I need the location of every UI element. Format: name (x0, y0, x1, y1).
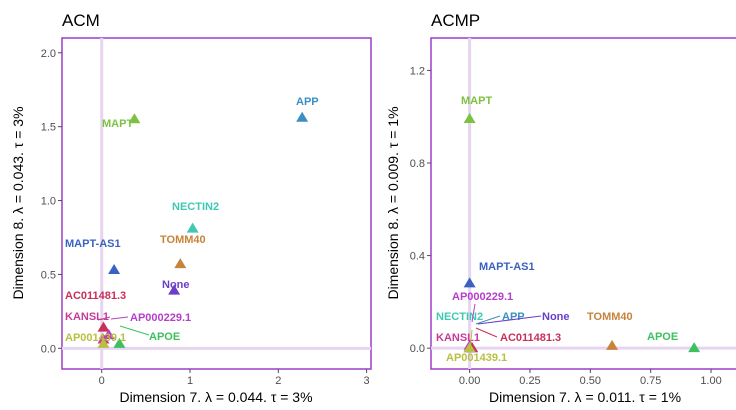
y-axis-label: Dimension 8. λ = 0.043. τ = 3% (10, 106, 26, 299)
point-label-tomm40: TOMM40 (587, 311, 633, 323)
x-tick-label: 1 (187, 375, 193, 387)
point-ap001439-1 (463, 342, 476, 353)
x-axis-label: Dimension 7. λ = 0.044. τ = 3% (119, 389, 312, 405)
point-apoe (688, 342, 701, 353)
point-apoe (113, 337, 126, 348)
point-label-mapt-as1: MAPT-AS1 (479, 261, 535, 273)
axis-ticks: 0.00 0.25 0.50 0.75 1.00 0.0 0.4 0.8 1.2 (410, 65, 722, 387)
y-tick-label: 1.2 (410, 65, 425, 77)
point-label-ac011481-3: AC011481.3 (65, 290, 126, 302)
zero-lines (62, 38, 371, 369)
label-leaders (97, 316, 150, 336)
point-labels: MAPT MAPT-AS1 AP000229.1 NECTIN2 APP Non… (436, 95, 678, 364)
point-label-none: None (162, 279, 190, 291)
y-tick-label: 1.0 (41, 196, 56, 208)
point-label-apoe: APOE (149, 331, 180, 343)
panel-title: ACMP (431, 11, 480, 30)
x-tick-label: 1.00 (700, 375, 721, 387)
axis-ticks: 0 1 2 3 0.0 0.5 1.0 1.5 2.0 (41, 48, 370, 387)
point-labels: APP MAPT NECTIN2 TOMM40 MAPT-AS1 None AC… (65, 96, 319, 344)
point-none (168, 284, 181, 295)
point-label-ap001439-1: AP001439.1 (65, 332, 126, 344)
point-label-ap000229-1: AP000229.1 (130, 312, 191, 324)
point-label-ap000229-1: AP000229.1 (452, 291, 513, 303)
zero-lines (431, 38, 736, 369)
y-tick-label: 0.5 (41, 269, 56, 281)
x-tick-label: 0 (99, 375, 105, 387)
acm-panel: ACM 0 1 2 3 0.0 0.5 1.0 1.5 2.0 APP MAPT NECTIN2… (10, 11, 372, 405)
point-label-mapt-as1: MAPT-AS1 (65, 238, 121, 250)
points (463, 113, 701, 353)
point-label-nectin2: NECTIN2 (172, 201, 219, 213)
point-mapt (128, 113, 141, 124)
x-tick-label: 3 (364, 375, 370, 387)
point-label-mapt: MAPT (461, 95, 492, 107)
point-label-mapt: MAPT (102, 118, 133, 130)
y-tick-label: 2.0 (41, 48, 56, 60)
x-tick-label: 0.25 (519, 375, 540, 387)
point-label-ac011481-3: AC011481.3 (500, 332, 561, 344)
label-leaders (469, 303, 542, 352)
point-label-nectin2: NECTIN2 (436, 311, 483, 323)
point-label-app: APP (502, 311, 525, 323)
point-tomm40 (606, 339, 619, 350)
y-tick-label: 0.0 (410, 343, 425, 355)
x-tick-label: 0.50 (580, 375, 601, 387)
point-mapt-as1 (108, 263, 121, 274)
point-ap000229-1 (102, 329, 115, 340)
point-app (296, 111, 309, 122)
y-tick-label: 0.4 (410, 251, 425, 263)
points (97, 111, 309, 348)
plot-area-border (430, 37, 736, 370)
point-label-none: None (542, 311, 570, 323)
point-mapt (463, 113, 476, 124)
x-tick-label: 2 (275, 375, 281, 387)
x-tick-label: 0.75 (640, 375, 661, 387)
x-tick-label: 0.00 (459, 375, 480, 387)
point-ap001439-1 (97, 337, 110, 348)
point-label-kansl1: KANSL1 (65, 311, 109, 323)
point-mapt-as1 (463, 277, 476, 288)
y-tick-label: 0.0 (41, 343, 56, 355)
panel-title: ACM (62, 11, 100, 30)
point-nectin2 (186, 222, 199, 233)
y-axis-label: Dimension 8. λ = 0.009. τ = 1% (385, 106, 401, 299)
point-label-tomm40: TOMM40 (160, 234, 206, 246)
point-label-apoe: APOE (647, 331, 678, 343)
point-ac011481-3 (97, 321, 110, 332)
plot-area-border (61, 37, 372, 370)
point-label-kansl1: KANSL1 (436, 332, 480, 344)
point-label-ap001439-1: AP001439.1 (446, 352, 507, 364)
point-tomm40 (174, 258, 187, 269)
x-axis-label: Dimension 7. λ = 0.011. τ = 1% (489, 389, 681, 405)
y-tick-label: 0.8 (410, 158, 425, 170)
point-label-app: APP (296, 96, 319, 108)
acmp-panel: ACMP 0.00 0.25 0.50 0.75 1.00 0.0 0.4 0.8 1.2 MA… (385, 11, 736, 405)
y-tick-label: 1.5 (41, 122, 56, 134)
